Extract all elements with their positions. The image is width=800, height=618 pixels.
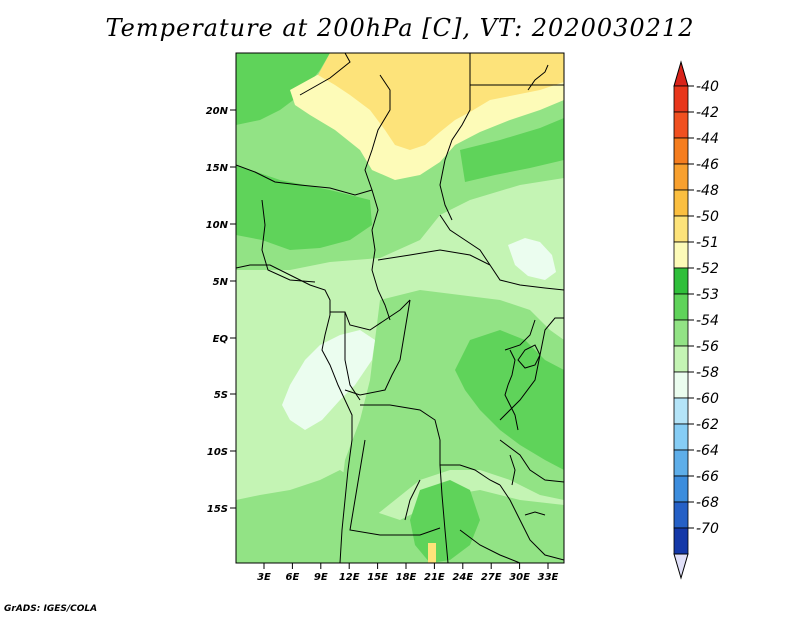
field-east-pale — [508, 238, 556, 280]
colorbar-swatch — [673, 501, 689, 529]
field-warm-spot — [428, 543, 436, 563]
border-line — [344, 299, 411, 396]
lon-label: 30E — [509, 572, 530, 583]
border-line — [349, 439, 441, 536]
colorbar-swatch — [673, 449, 689, 477]
colorbar-label: -62 — [696, 417, 719, 433]
lon-label: 15E — [367, 572, 388, 583]
colorbar-swatch — [673, 319, 689, 347]
colorbar-over-arrow — [673, 60, 689, 87]
country-borders — [236, 53, 564, 563]
lon-label: 9E — [314, 572, 328, 583]
lake — [527, 64, 549, 91]
lon-label: 21E — [424, 572, 445, 583]
colorbar-swatch — [673, 85, 689, 113]
border-line — [439, 214, 491, 266]
lon-label: 6E — [286, 572, 300, 583]
colorbar-label: -60 — [696, 391, 719, 407]
colorbar-swatch — [673, 111, 689, 139]
field-sahel-darkgreen — [236, 165, 372, 250]
colorbar-swatch — [673, 423, 689, 451]
border-line — [344, 312, 361, 401]
lon-label: 33E — [538, 572, 559, 583]
colorbar-label: -68 — [696, 495, 719, 511]
colorbar-swatch — [673, 371, 689, 399]
border-line — [499, 439, 564, 483]
border-line — [459, 529, 521, 563]
field-sahara-orange — [318, 53, 564, 150]
colorbar-label: -46 — [696, 157, 719, 173]
colorbar-label: -51 — [696, 235, 719, 251]
lon-label: 3E — [257, 572, 271, 583]
lat-label: 5N — [213, 277, 229, 288]
lat-label: 10N — [206, 220, 229, 231]
lat-label: 10S — [207, 447, 228, 458]
colorbar-label: -52 — [696, 261, 719, 277]
colorbar-swatch — [673, 397, 689, 425]
lon-label: 18E — [396, 572, 417, 583]
map-frame — [235, 52, 565, 564]
colorbar-under-arrow — [673, 553, 689, 580]
border-line — [236, 164, 373, 196]
border-line — [439, 464, 449, 563]
lat-label: 15S — [207, 504, 228, 515]
colorbar-label: -58 — [696, 365, 719, 381]
colorbar-label: -53 — [696, 287, 719, 303]
field-east-darkgreen — [455, 330, 564, 470]
colorbar-label: -42 — [696, 105, 719, 121]
field-east-green — [460, 118, 564, 182]
colorbar-swatch — [673, 137, 689, 165]
lake — [517, 344, 541, 369]
border-line — [360, 404, 501, 486]
lon-label: 24E — [452, 572, 473, 583]
colorbar-label: -40 — [696, 79, 719, 95]
colorbar-label: -44 — [696, 131, 719, 147]
field-coast-pale — [282, 330, 375, 430]
colorbar-swatch — [673, 527, 689, 555]
colorbar-label: -48 — [696, 183, 719, 199]
grads-credit: GrADS: IGES/COLA — [4, 604, 98, 614]
lat-label: EQ — [213, 334, 229, 345]
lake — [504, 349, 519, 431]
colorbar-swatch — [673, 293, 689, 321]
lat-label: 20N — [206, 106, 229, 117]
border-line — [439, 53, 471, 221]
colorbar-swatch — [673, 345, 689, 373]
field-south-darkgreen — [410, 480, 480, 563]
colorbar-label: -50 — [696, 209, 719, 225]
field-north-darkgreen — [236, 53, 330, 125]
colorbar-label: -64 — [696, 443, 719, 459]
lat-label: 15N — [206, 163, 229, 174]
temperature-field — [236, 53, 564, 563]
border-line — [364, 74, 391, 231]
colorbar-swatch — [673, 215, 689, 243]
map-title: Temperature at 200hPa [C], VT: 202003021… — [105, 14, 695, 42]
lon-label: 12E — [339, 572, 360, 583]
latitude-axis: 20N 15N 10N 5N EQ 5S 10S 15S — [206, 106, 236, 515]
colorbar-swatch — [673, 241, 689, 269]
border-line — [299, 53, 351, 96]
colorbar-swatch — [673, 475, 689, 503]
lake — [524, 511, 546, 516]
lat-label: 5S — [214, 390, 228, 401]
colorbar-swatch — [673, 163, 689, 191]
colorbar-label: -54 — [696, 313, 719, 329]
colorbar-swatch — [673, 267, 689, 295]
colorbar-label: -56 — [696, 339, 719, 355]
border-line — [499, 484, 564, 561]
coastline — [236, 264, 353, 563]
longitude-axis: 3E 6E 9E 12E 15E 18E 21E 24E 27E 30E 33E — [257, 563, 559, 583]
colorbar-label: -66 — [696, 469, 719, 485]
border-line — [404, 479, 421, 521]
border-line — [261, 199, 316, 283]
field-south-green — [236, 470, 564, 563]
colorbar-swatch — [673, 189, 689, 217]
colorbar: -40 -42 -44 -46 -48 -50 -51 -52 -53 -54 -56 -58 -60 -… — [673, 60, 719, 580]
border-line — [371, 229, 391, 321]
lake — [509, 454, 516, 486]
lon-label: 27E — [481, 572, 502, 583]
colorbar-label: -70 — [696, 521, 719, 537]
border-line — [504, 319, 536, 351]
